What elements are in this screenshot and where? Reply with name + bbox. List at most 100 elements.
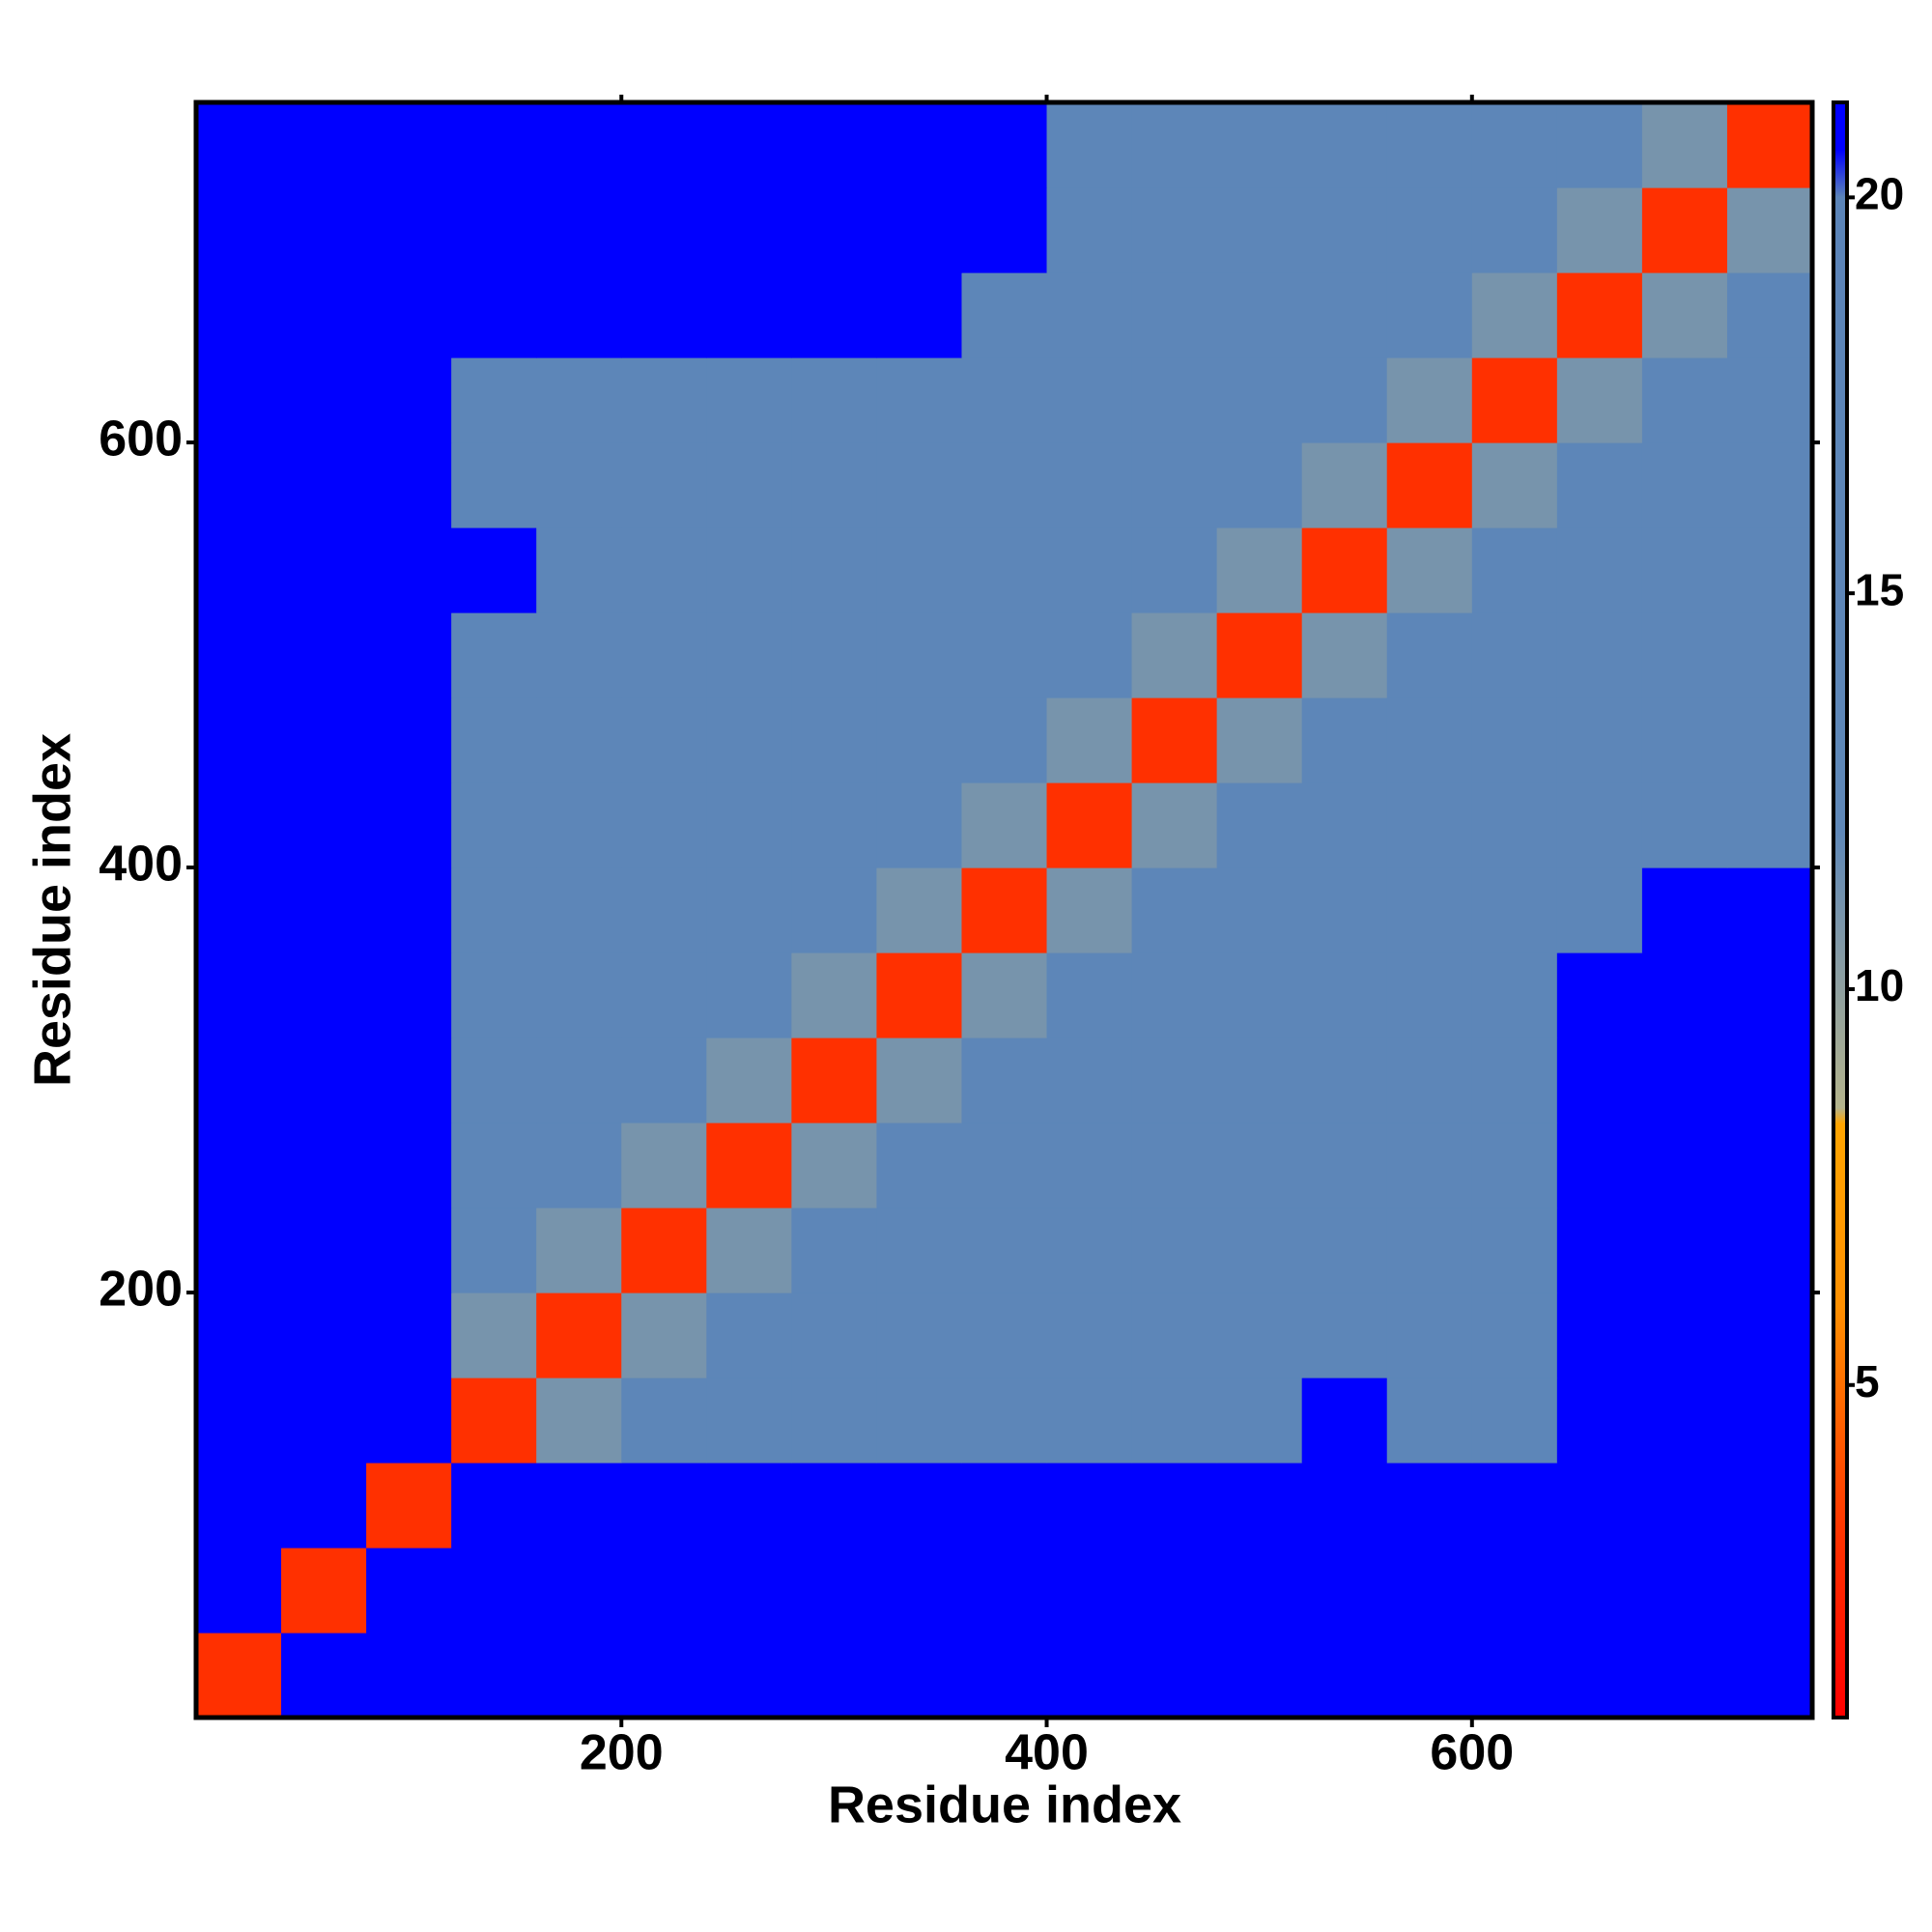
heatmap-cell	[621, 1208, 707, 1293]
heatmap-cell	[281, 952, 367, 1038]
heatmap-cell	[791, 102, 878, 188]
heatmap-cell	[1726, 697, 1813, 783]
heatmap-cell	[1046, 357, 1133, 443]
heatmap-cell	[281, 1293, 367, 1378]
heatmap-cell	[366, 867, 452, 953]
heatmap-cell	[876, 102, 963, 188]
heatmap-cell	[961, 357, 1048, 443]
heatmap-cell	[876, 187, 963, 273]
heatmap-cell	[1046, 867, 1133, 953]
heatmap-cell	[536, 782, 622, 868]
heatmap-cell	[1046, 1633, 1133, 1719]
heatmap-cell	[961, 1208, 1048, 1293]
heatmap-cell	[876, 272, 963, 358]
heatmap-cell	[1726, 272, 1813, 358]
heatmap-cell	[706, 1463, 792, 1548]
heatmap-cell	[281, 527, 367, 613]
heatmap-cell	[706, 1208, 792, 1293]
heatmap-cell	[1556, 527, 1643, 613]
heatmap-cell	[1471, 1463, 1558, 1548]
heatmap-cell	[1301, 1122, 1388, 1208]
heatmap-cell	[1556, 1208, 1643, 1293]
heatmap-cell	[1131, 1122, 1218, 1208]
heatmap-cell	[1471, 782, 1558, 868]
heatmap-cell	[961, 1463, 1048, 1548]
heatmap-cell	[621, 782, 707, 868]
heatmap-cell	[876, 867, 963, 953]
heatmap-cell	[1386, 527, 1473, 613]
heatmap-cell	[706, 357, 792, 443]
heatmap-cell	[706, 782, 792, 868]
heatmap-cell	[1216, 1548, 1303, 1634]
heatmap-cell	[1726, 1208, 1813, 1293]
heatmap-cell	[621, 612, 707, 698]
heatmap-cell	[1046, 187, 1133, 273]
heatmap-cell	[1726, 867, 1813, 953]
heatmap-cell	[791, 952, 878, 1038]
heatmap-cell	[1471, 952, 1558, 1038]
heatmap-cell	[536, 1463, 622, 1548]
heatmap-cell	[961, 867, 1048, 953]
heatmap-cell	[1641, 867, 1728, 953]
heatmap-cell	[791, 697, 878, 783]
heatmap-cell	[1471, 1633, 1558, 1719]
heatmap-cell	[1471, 1293, 1558, 1378]
heatmap-cell	[281, 1548, 367, 1634]
heatmap-cell	[791, 867, 878, 953]
heatmap-cell	[961, 1293, 1048, 1378]
heatmap-cell	[1046, 782, 1133, 868]
heatmap-cell	[621, 867, 707, 953]
heatmap-cell	[451, 357, 537, 443]
heatmap-cell	[1131, 357, 1218, 443]
heatmap-cell	[366, 612, 452, 698]
heatmap-cell	[1556, 102, 1643, 188]
heatmap-cell	[451, 952, 537, 1038]
y-tick-label: 600	[99, 412, 183, 468]
heatmap-cell	[366, 952, 452, 1038]
heatmap-cell	[196, 1037, 282, 1123]
heatmap-cell	[1216, 1122, 1303, 1208]
colorbar-tick-label: 15	[1855, 564, 1904, 614]
heatmap-cell	[621, 1548, 707, 1634]
x-tick-label: 400	[1005, 1725, 1089, 1781]
heatmap-cell	[281, 357, 367, 443]
heatmap-cell	[706, 1293, 792, 1378]
heatmap-cell	[1726, 1378, 1813, 1463]
colorbar-tick-label: 5	[1855, 1356, 1880, 1406]
heatmap-cell	[1216, 357, 1303, 443]
heatmap-cell	[451, 527, 537, 613]
heatmap-cell	[451, 1208, 537, 1293]
heatmap-cell	[536, 697, 622, 783]
heatmap-cell	[1471, 1378, 1558, 1463]
heatmap-cell	[1386, 442, 1473, 528]
heatmap-cell	[1216, 187, 1303, 273]
heatmap-cell	[1131, 442, 1218, 528]
heatmap-cell	[451, 102, 537, 188]
heatmap-cell	[1726, 527, 1813, 613]
heatmap-cell	[1131, 102, 1218, 188]
heatmap-cell	[1301, 697, 1388, 783]
heatmap-cell	[1216, 527, 1303, 613]
heatmap-cell	[281, 1037, 367, 1123]
heatmap-cell	[536, 952, 622, 1038]
heatmap-cell	[196, 1548, 282, 1634]
heatmap-cell	[536, 357, 622, 443]
heatmap-cell	[1046, 1378, 1133, 1463]
heatmap-cell	[451, 1633, 537, 1719]
heatmap-cell	[281, 102, 367, 188]
heatmap-cell	[876, 697, 963, 783]
heatmap-cell	[196, 102, 282, 188]
heatmap-cell	[1641, 1208, 1728, 1293]
colorbar-tick-label: 10	[1855, 960, 1904, 1010]
heatmap-cell	[451, 272, 537, 358]
heatmap-cell	[196, 1122, 282, 1208]
heatmap-cell	[876, 1208, 963, 1293]
heatmap-cell	[451, 1293, 537, 1378]
heatmap-cell	[621, 357, 707, 443]
heatmap-cell	[366, 1122, 452, 1208]
heatmap-cell	[196, 782, 282, 868]
heatmap-cell	[1131, 1633, 1218, 1719]
heatmap-cell	[1471, 697, 1558, 783]
heatmap-cell	[961, 1633, 1048, 1719]
